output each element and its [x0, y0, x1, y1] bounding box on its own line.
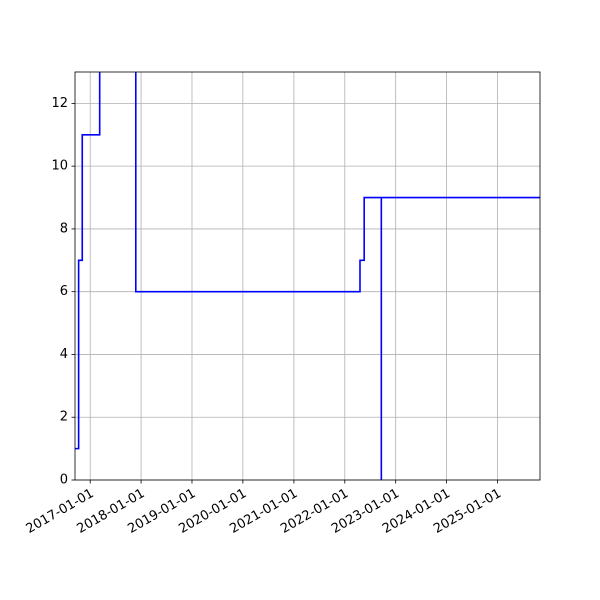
- y-tick-label: 4: [60, 347, 68, 362]
- y-tick-label: 8: [60, 221, 68, 236]
- series-line: [75, 72, 540, 480]
- series-layer: [75, 72, 540, 480]
- axes-frame: [74, 71, 541, 481]
- y-tick-label: 0: [60, 473, 68, 488]
- plot-frame: [74, 71, 541, 481]
- y-axis-ticks: 0 2 4 6 8 10 12: [51, 96, 75, 488]
- y-tick-label: 10: [51, 159, 68, 174]
- grid-lines: [75, 72, 540, 481]
- y-tick-label: 2: [60, 410, 68, 425]
- y-tick-label: 6: [60, 284, 68, 299]
- y-tick-label: 12: [51, 96, 68, 111]
- x-axis-ticks: 2017-01-012018-01-012019-01-012020-01-01…: [24, 480, 504, 537]
